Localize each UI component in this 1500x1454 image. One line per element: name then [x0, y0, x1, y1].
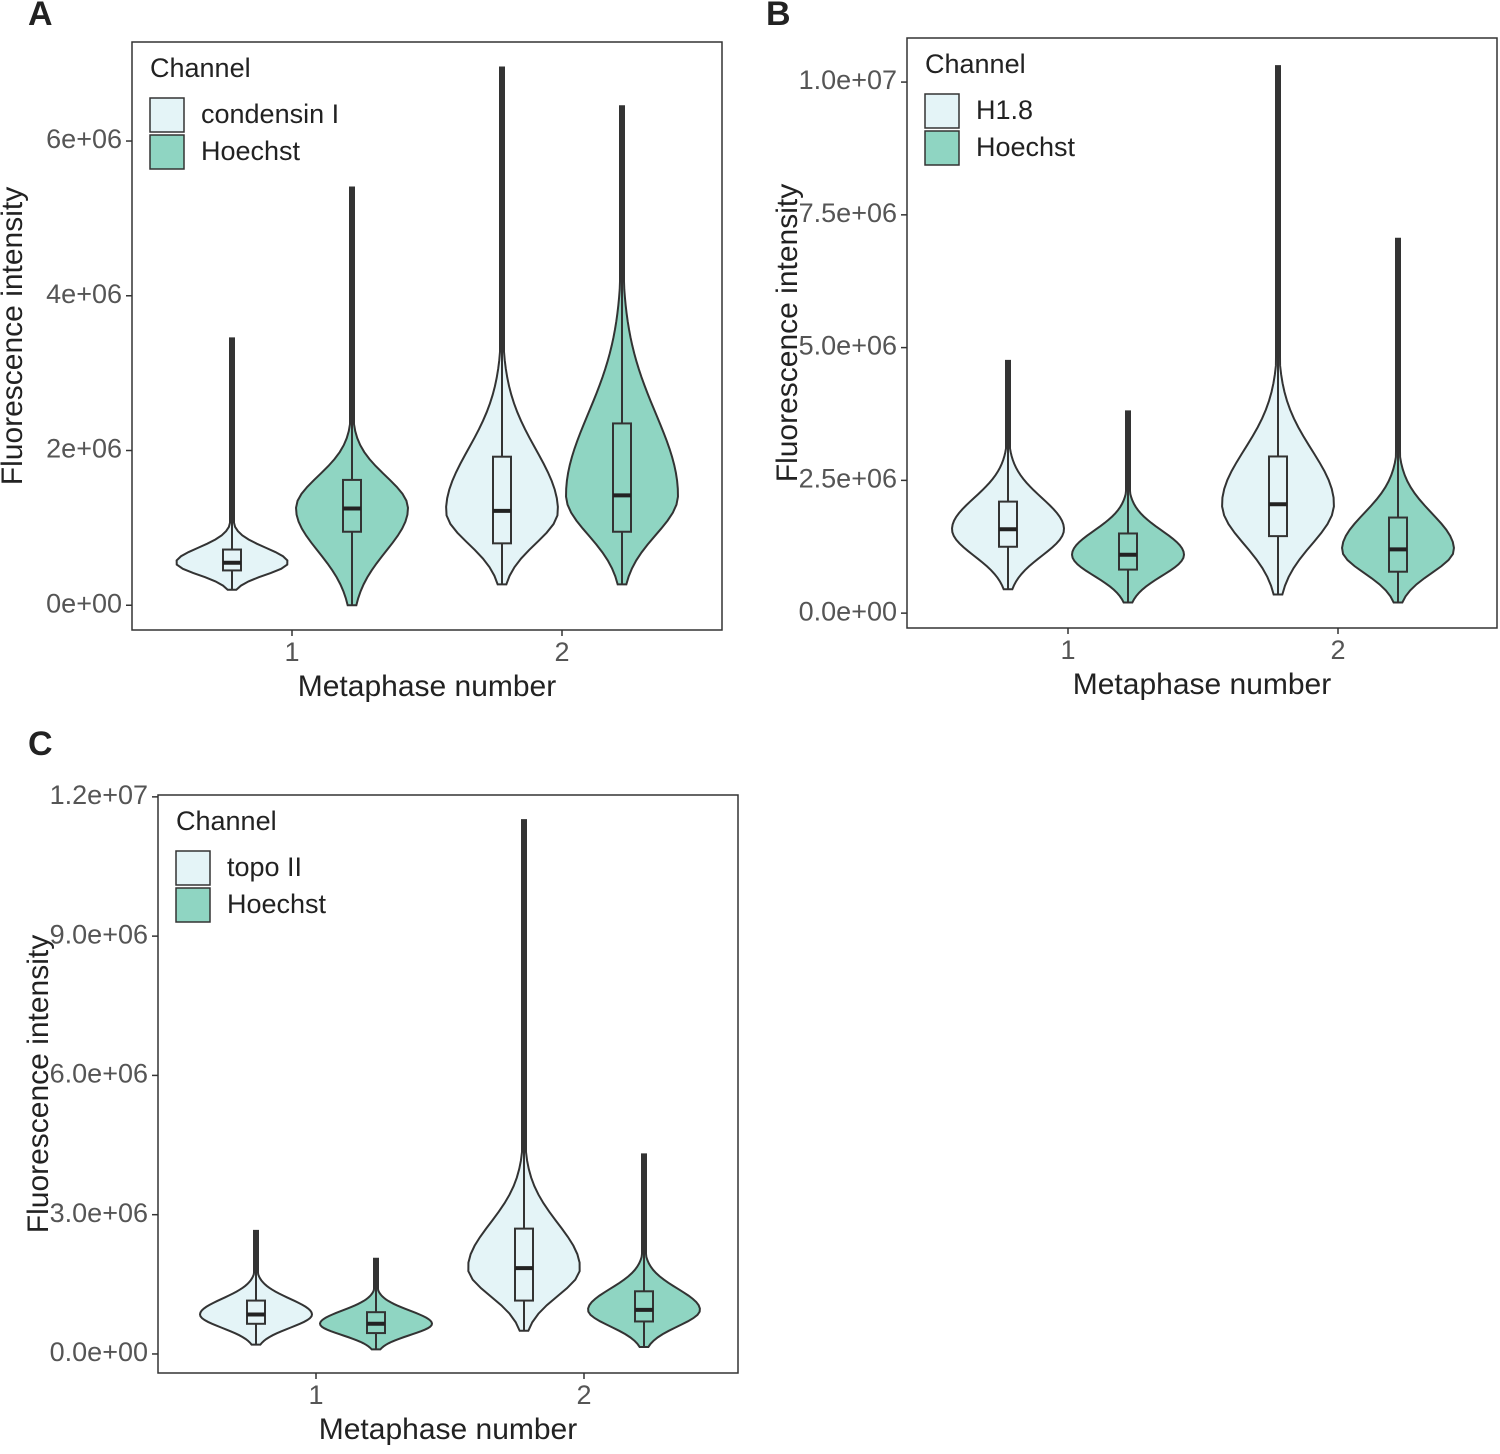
- plot-frame: [157, 794, 739, 1374]
- y-tick-label: 6.0e+06: [50, 1059, 148, 1089]
- x-tick-label: 2: [576, 1380, 591, 1410]
- plot-frame: [131, 41, 723, 631]
- x-tick-label: 2: [554, 637, 569, 667]
- legend-label: Hoechst: [227, 889, 327, 919]
- panel-label: C: [28, 725, 53, 763]
- y-tick-label: 2.5e+06: [799, 463, 897, 493]
- legend-key: [149, 134, 185, 170]
- x-tick-label: 1: [1060, 635, 1075, 665]
- x-tick-label: 1: [308, 1380, 323, 1410]
- x-tick-label: 2: [1330, 635, 1345, 665]
- box: [492, 455, 512, 545]
- legend-key: [924, 130, 960, 166]
- legend-label: condensin I: [201, 99, 339, 129]
- legend-key: [175, 850, 211, 886]
- y-tick-label: 0.0e+00: [799, 596, 897, 626]
- box: [998, 500, 1018, 548]
- box: [1268, 455, 1288, 538]
- box: [514, 1227, 534, 1302]
- legend-key: [924, 93, 960, 129]
- y-axis-title: Fluorescence intensity: [771, 184, 804, 482]
- legend-label: H1.8: [976, 95, 1033, 125]
- legend-label: Hoechst: [201, 136, 301, 166]
- panel-label: A: [28, 0, 53, 33]
- y-tick-label: 7.5e+06: [799, 198, 897, 228]
- box: [342, 478, 362, 533]
- y-tick-label: 3.0e+06: [50, 1198, 148, 1228]
- y-tick-label: 5.0e+06: [799, 331, 897, 361]
- box: [634, 1290, 654, 1323]
- box: [246, 1299, 266, 1325]
- legend-label: Hoechst: [976, 132, 1076, 162]
- x-axis-title: Metaphase number: [319, 1413, 578, 1446]
- y-tick-label: 2e+06: [46, 434, 122, 464]
- y-tick-label: 1.2e+07: [50, 780, 148, 810]
- x-axis-title: Metaphase number: [1073, 668, 1332, 701]
- legend-key: [149, 97, 185, 133]
- legend-title: Channel: [150, 53, 251, 83]
- legend-label: topo II: [227, 852, 302, 882]
- legend-key: [175, 887, 211, 923]
- panel-label: B: [766, 0, 791, 33]
- box: [222, 548, 242, 572]
- y-tick-label: 4e+06: [46, 279, 122, 309]
- x-axis-title: Metaphase number: [298, 670, 557, 703]
- x-tick-label: 1: [284, 637, 299, 667]
- legend-title: Channel: [925, 49, 1026, 79]
- y-tick-label: 1.0e+07: [799, 65, 897, 95]
- y-tick-label: 0e+00: [46, 588, 122, 618]
- box: [1118, 532, 1138, 571]
- y-tick-label: 9.0e+06: [50, 919, 148, 949]
- y-axis-title: Fluorescence intensity: [0, 187, 29, 485]
- box: [1388, 516, 1408, 573]
- legend-title: Channel: [176, 806, 277, 836]
- y-axis-title: Fluorescence intensity: [22, 935, 55, 1233]
- y-tick-label: 6e+06: [46, 124, 122, 154]
- plot-frame: [906, 37, 1498, 629]
- box: [612, 422, 632, 533]
- y-tick-label: 0.0e+00: [50, 1337, 148, 1367]
